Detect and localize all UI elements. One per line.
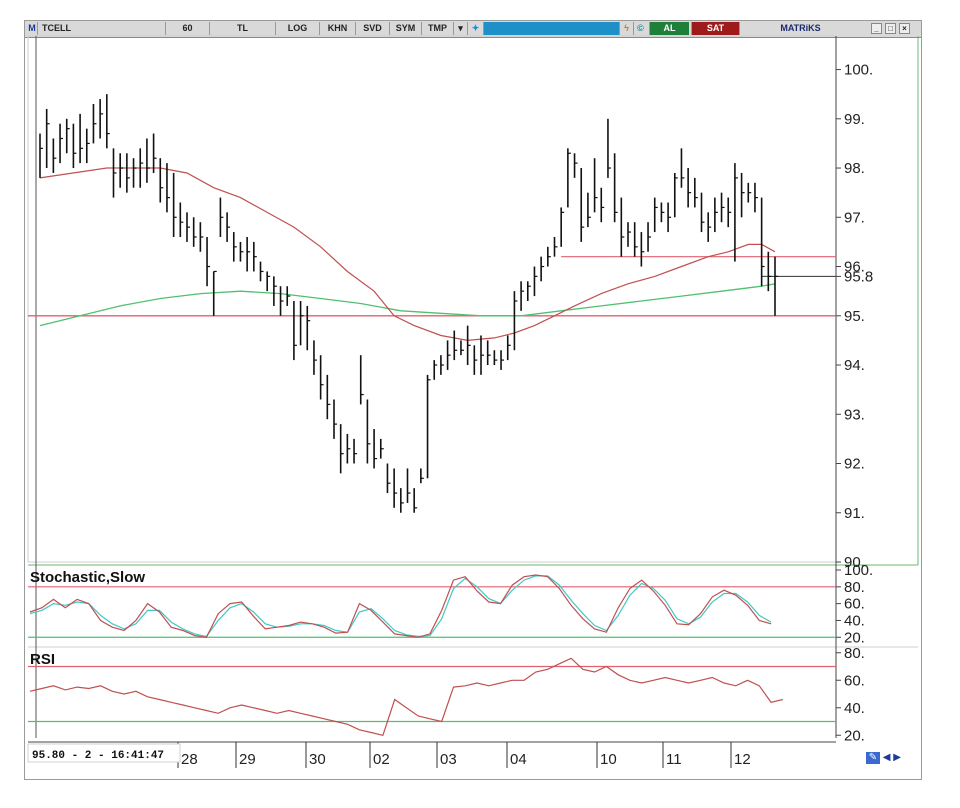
x-tick-label: 12 <box>734 751 751 768</box>
buy-button[interactable]: AL <box>649 22 689 35</box>
zoom-icon[interactable]: ✎ <box>866 752 880 764</box>
close-button[interactable]: × <box>899 23 910 34</box>
y-tick-label: 96. <box>844 259 865 276</box>
y-tick-label: 97. <box>844 209 865 226</box>
sell-button[interactable]: SAT <box>691 22 739 35</box>
y-tick-label: 95. <box>844 308 865 325</box>
rsi-y-tick-label: 60. <box>844 672 865 689</box>
period-button[interactable]: 60 <box>165 22 209 35</box>
ma-short-line <box>39 167 776 342</box>
chart-window: M TCELL 60 TL LOG KHN SVD SYM TMP ▾ ✦ ϟ … <box>24 20 922 780</box>
stoch-y-tick-label: 80. <box>844 579 865 596</box>
svd-button[interactable]: SVD <box>355 22 389 35</box>
x-tick-label: 02 <box>373 751 390 768</box>
matriks-logo: MATRiKS <box>739 22 861 35</box>
tmp-button[interactable]: TMP <box>421 22 453 35</box>
dropdown-arrow-icon[interactable]: ▾ <box>453 22 467 35</box>
rsi-line <box>29 657 783 737</box>
status-box <box>27 743 181 763</box>
x-tick-label: 28 <box>181 751 198 768</box>
y-tick-label: 92. <box>844 456 865 473</box>
nav-right-icon[interactable]: ▶ <box>893 752 901 763</box>
x-tick-label: 04 <box>510 751 527 768</box>
y-tick-label: 94. <box>844 357 865 374</box>
navigation-controls: ✎ ◀ ▶ <box>866 752 916 768</box>
x-tick-label: 10 <box>600 751 617 768</box>
rsi-y-tick-label: 80. <box>844 645 865 662</box>
toolbar: M TCELL 60 TL LOG KHN SVD SYM TMP ▾ ✦ ϟ … <box>25 21 921 38</box>
minimize-button[interactable]: _ <box>871 23 882 34</box>
x-tick-label: 03 <box>440 751 457 768</box>
stoch-y-tick-label: 20. <box>844 629 865 646</box>
x-tick-label: 30 <box>309 751 326 768</box>
stoch-y-tick-label: 60. <box>844 596 865 613</box>
x-tick-label: 29 <box>239 751 256 768</box>
refresh-icon[interactable]: © <box>633 22 647 35</box>
maximize-button[interactable]: □ <box>885 23 896 34</box>
y-tick-label: 95.8 <box>844 268 873 285</box>
stochastic-title: Stochastic,Slow <box>30 569 145 586</box>
rsi-title: RSI <box>30 651 55 668</box>
stoch-k-line <box>29 574 772 638</box>
x-tick-label: 11 <box>666 751 682 768</box>
y-tick-label: 99. <box>844 111 865 128</box>
lightning-icon[interactable]: ϟ <box>619 22 633 35</box>
y-tick-label: 93. <box>844 406 865 423</box>
sym-button[interactable]: SYM <box>389 22 421 35</box>
menu-button[interactable]: M <box>28 23 36 33</box>
stoch-y-tick-label: 100. <box>844 562 873 579</box>
y-tick-label: 100. <box>844 62 873 79</box>
ma-long-line <box>39 283 776 327</box>
stoch-y-tick-label: 40. <box>844 612 865 629</box>
y-tick-label: 98. <box>844 160 865 177</box>
y-tick-label: 91. <box>844 505 865 522</box>
log-button[interactable]: LOG <box>275 22 319 35</box>
bird-icon[interactable]: ✦ <box>467 22 483 35</box>
status-readout: 95.80 - 2 - 16:41:47 <box>32 750 164 762</box>
khn-button[interactable]: KHN <box>319 22 355 35</box>
blue-bar <box>483 22 619 35</box>
nav-left-icon[interactable]: ◀ <box>882 752 891 763</box>
rsi-y-tick-label: 40. <box>844 700 865 717</box>
currency-button[interactable]: TL <box>209 22 275 35</box>
price-panel-frame <box>27 35 837 563</box>
rsi-y-tick-label: 20. <box>844 727 865 744</box>
symbol-field[interactable]: TCELL <box>37 22 165 35</box>
y-tick-label: 90. <box>844 554 865 571</box>
